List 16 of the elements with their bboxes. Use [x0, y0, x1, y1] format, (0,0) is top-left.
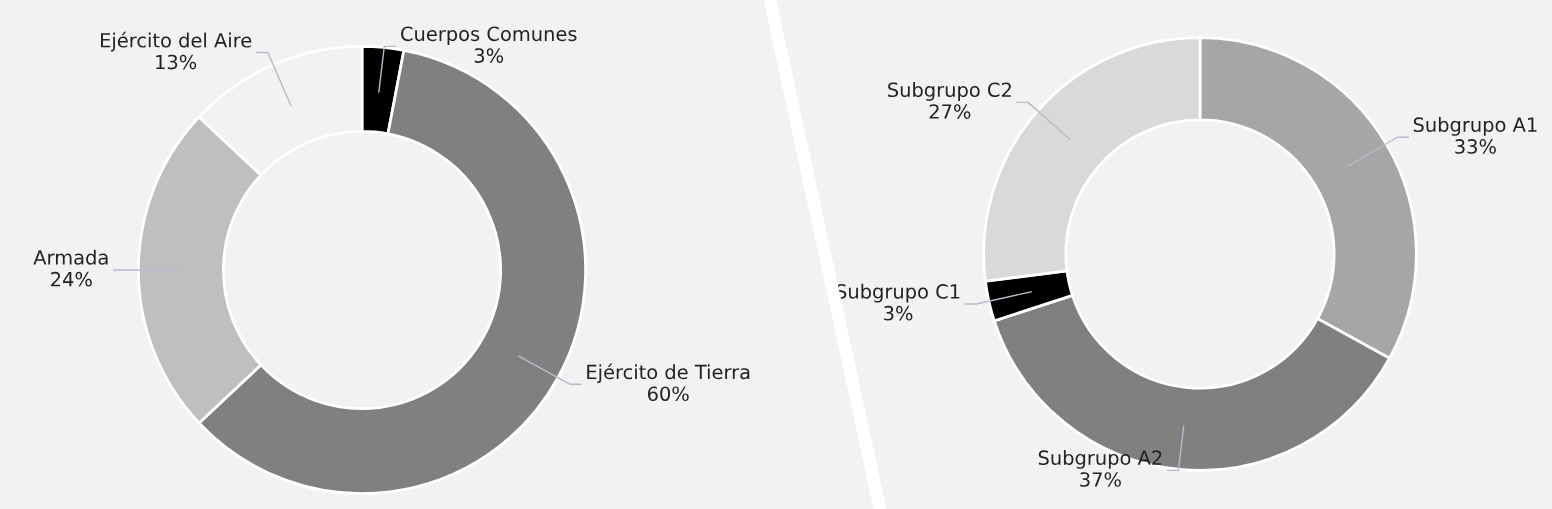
slice-label: Subgrupo C2 [888, 82, 1011, 101]
slice-label: Cuerpos Comunes [401, 26, 577, 45]
data-label: 3% [884, 305, 913, 321]
data-label: 3% [474, 48, 504, 63]
data-label: 33% [1455, 139, 1496, 154]
data-label: 37% [1080, 472, 1121, 487]
slice-label: Subgrupo A2 [1038, 450, 1162, 469]
data-label: 13% [156, 54, 197, 70]
slice-label: Subgrupo C1 [836, 283, 960, 303]
slice-label: Ejército del Aire [101, 31, 252, 52]
data-label: 60% [647, 386, 689, 402]
data-label: 27% [929, 104, 971, 119]
slice-label: Armada [33, 249, 108, 265]
data-label: 24% [51, 271, 92, 287]
slice-label: Subgrupo A1 [1413, 116, 1537, 136]
slice-label: Ejército de Tierra [587, 363, 750, 384]
